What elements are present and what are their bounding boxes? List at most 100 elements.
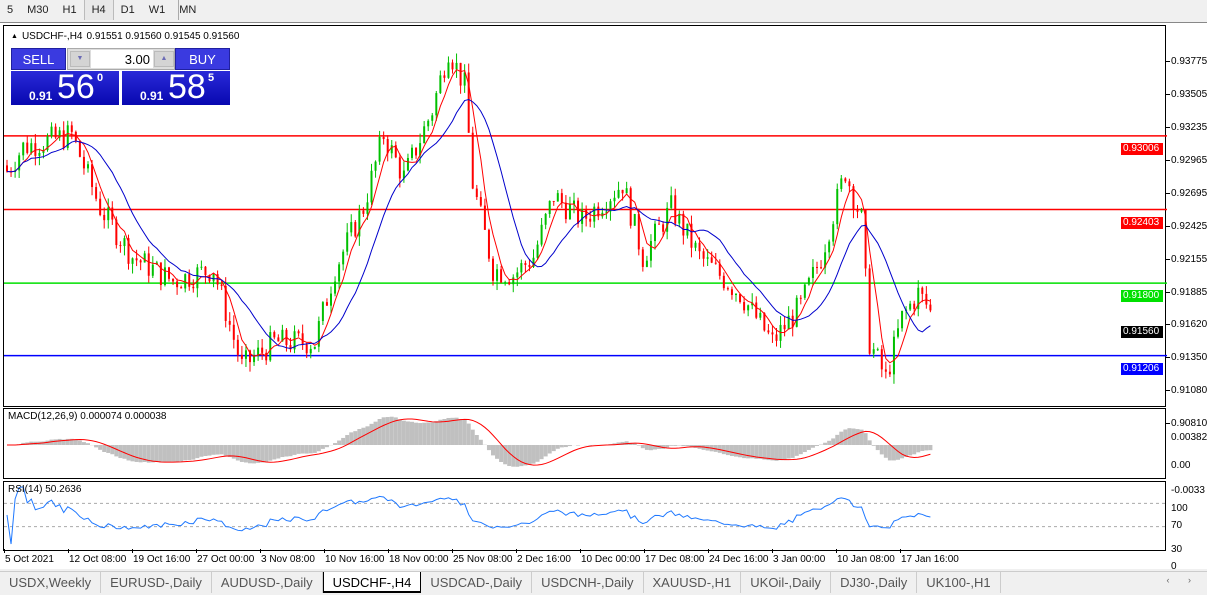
- tab-eurusd[interactable]: EURUSD-,Daily: [101, 572, 212, 593]
- tab-usdx[interactable]: USDX,Weekly: [0, 572, 102, 593]
- candle-body: [710, 257, 713, 263]
- rsi-pane[interactable]: RSI(14) 50.2636: [3, 481, 1167, 551]
- candle-body: [690, 223, 693, 248]
- candle-body: [901, 310, 904, 329]
- sell-price[interactable]: 0.91 56 0: [11, 69, 119, 105]
- candle-body: [196, 267, 199, 289]
- tab-xauusd[interactable]: XAUUSD-,H1: [644, 572, 742, 593]
- tab-ukoil[interactable]: UKOil-,Daily: [741, 572, 832, 593]
- lot-size-input[interactable]: [91, 50, 153, 68]
- decrease-lot-icon[interactable]: ▼: [70, 51, 90, 67]
- macd-histogram-bar: [146, 445, 151, 463]
- macd-histogram-bar: [171, 445, 176, 462]
- macd-histogram-bar: [393, 417, 398, 445]
- timeframe-d1[interactable]: D1: [120, 4, 135, 16]
- macd-histogram-bar: [296, 445, 301, 454]
- chart-window[interactable]: ▲ USDCHF-,H4 0.91551 0.91560 0.91545 0.9…: [0, 22, 1207, 572]
- candle-body: [840, 178, 843, 189]
- macd-histogram-bar: [150, 445, 155, 463]
- candle-body: [666, 207, 669, 232]
- macd-histogram-bar: [466, 423, 471, 445]
- price-chart[interactable]: [4, 26, 1167, 408]
- macd-histogram-bar: [86, 443, 90, 445]
- buy-button[interactable]: BUY: [175, 48, 230, 70]
- time-tick: [452, 549, 453, 553]
- candle-body: [188, 274, 191, 287]
- macd-histogram-bar: [316, 445, 321, 452]
- price-axis-label: 0.93775: [1171, 56, 1207, 67]
- tab-scroll-arrows[interactable]: ‹ ›: [1166, 575, 1199, 585]
- candle-body: [6, 165, 8, 172]
- price-axis-label: 0.91885: [1171, 286, 1207, 298]
- macd-histogram-bar: [750, 445, 755, 459]
- time-tick: [388, 549, 389, 553]
- candle-body: [888, 371, 891, 375]
- tab-usdcad[interactable]: USDCAD-,Daily: [421, 572, 533, 593]
- macd-histogram-bar: [742, 445, 747, 459]
- candle-body: [293, 331, 296, 350]
- candle-body: [759, 312, 762, 318]
- candle-body: [439, 75, 442, 94]
- candle-body: [512, 277, 515, 285]
- candle-body: [212, 274, 215, 282]
- candle-body: [220, 284, 223, 286]
- macd-histogram-bar: [357, 429, 362, 445]
- one-click-trading-panel: SELL ▼ ▲ BUY 0.91 56 0 0.91 58 5: [11, 48, 230, 105]
- time-tick: [516, 549, 517, 553]
- candle-body: [18, 155, 21, 171]
- buy-price[interactable]: 0.91 58 5: [122, 69, 230, 105]
- candle-body: [763, 312, 766, 331]
- time-tick: [260, 549, 261, 553]
- time-axis-label: 27 Oct 00:00: [197, 554, 255, 565]
- candle-body: [228, 320, 231, 325]
- candle-body: [82, 156, 85, 169]
- time-tick: [4, 549, 5, 553]
- candle-body: [402, 170, 405, 179]
- candle-body: [281, 329, 284, 342]
- candle-body: [269, 332, 272, 361]
- price-pane[interactable]: ▲ USDCHF-,H4 0.91551 0.91560 0.91545 0.9…: [3, 25, 1167, 408]
- level-price-label: 0.92403: [1121, 216, 1163, 229]
- timeframe-w1[interactable]: W1: [148, 4, 166, 16]
- candle-body: [856, 209, 859, 212]
- macd-histogram-bar: [928, 445, 933, 451]
- toolbar-divider: [178, 0, 179, 20]
- macd-histogram-bar: [896, 445, 900, 460]
- collapse-triangle-icon[interactable]: ▲: [11, 33, 18, 40]
- macd-histogram-bar: [531, 445, 536, 464]
- sell-button[interactable]: SELL: [11, 48, 66, 70]
- timeframe-h4[interactable]: H4: [83, 0, 114, 20]
- macd-histogram-bar: [337, 440, 342, 445]
- candle-body: [560, 193, 563, 203]
- candle-body: [382, 136, 385, 140]
- tab-audusd[interactable]: AUDUSD-,Daily: [212, 572, 323, 593]
- macd-histogram-bar: [883, 445, 888, 458]
- increase-lot-icon[interactable]: ▲: [154, 51, 174, 67]
- macd-histogram-bar: [806, 445, 811, 450]
- candle-body: [743, 302, 746, 311]
- candle-body: [496, 269, 499, 281]
- candle-body: [698, 242, 701, 252]
- macd-histogram-bar: [673, 445, 678, 446]
- candle-body: [305, 344, 308, 354]
- tab-uk100[interactable]: UK100-,H1: [917, 572, 1001, 593]
- timeframe-mn[interactable]: MN: [179, 4, 197, 16]
- candle-body: [694, 242, 697, 248]
- time-tick: [644, 549, 645, 553]
- candle-body: [520, 263, 523, 273]
- timeframe-h1[interactable]: H1: [62, 4, 77, 16]
- macd-histogram-bar: [555, 445, 560, 449]
- macd-histogram-bar: [653, 445, 657, 450]
- time-tick: [324, 549, 325, 553]
- time-axis-label: 24 Dec 16:00: [709, 554, 769, 565]
- candle-body: [257, 347, 260, 356]
- macd-pane[interactable]: MACD(12,26,9) 0.000074 0.000038: [3, 408, 1166, 479]
- candle-body: [678, 213, 681, 224]
- timeframe-m30[interactable]: M30: [27, 4, 49, 16]
- timeframe-5[interactable]: 5: [7, 4, 14, 16]
- macd-histogram-bar: [831, 438, 836, 445]
- tab-usdcnh[interactable]: USDCNH-,Daily: [532, 572, 644, 593]
- candle-body: [532, 257, 535, 267]
- tab-usdchf[interactable]: USDCHF-,H4: [322, 572, 422, 593]
- tab-dj30[interactable]: DJ30-,Daily: [831, 572, 918, 593]
